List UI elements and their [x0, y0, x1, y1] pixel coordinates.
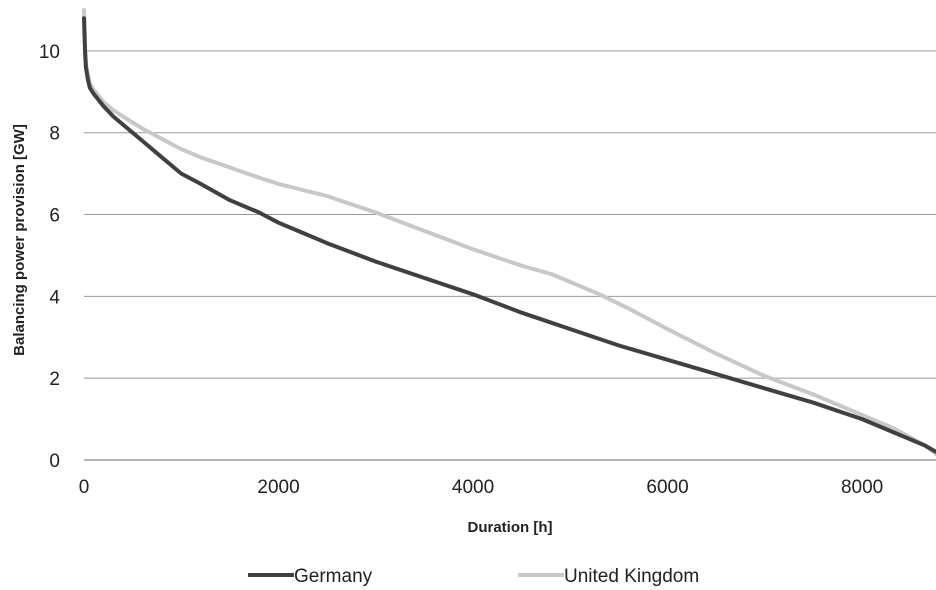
- series-line-germany: [82, 16, 936, 454]
- legend-label-united-kingdom: United Kingdom: [564, 566, 699, 587]
- legend: Germany United Kingdom: [248, 566, 699, 587]
- x-tick-label: 8000: [841, 477, 883, 498]
- x-axis-ticks: 0 2000 4000 6000 8000: [79, 477, 884, 498]
- x-tick-label: 4000: [452, 477, 494, 498]
- y-tick-label: 4: [49, 287, 60, 308]
- x-tick-label: 2000: [257, 477, 299, 498]
- legend-label-germany: Germany: [294, 566, 373, 587]
- x-axis-title: Duration [h]: [468, 519, 553, 536]
- series-line-united-kingdom: [82, 8, 936, 456]
- y-axis-ticks: 0 2 4 6 8 10: [39, 42, 61, 472]
- y-tick-label: 6: [49, 206, 60, 227]
- x-tick-label: 0: [79, 477, 90, 498]
- series-lines: [82, 8, 936, 456]
- y-tick-label: 2: [49, 369, 60, 390]
- y-tick-label: 0: [49, 451, 60, 472]
- gridlines: [84, 50, 936, 379]
- y-tick-label: 8: [49, 124, 60, 145]
- x-tick-label: 6000: [646, 477, 688, 498]
- y-axis-title: Balancing power provision [GW]: [11, 124, 28, 356]
- y-tick-label: 10: [39, 42, 60, 63]
